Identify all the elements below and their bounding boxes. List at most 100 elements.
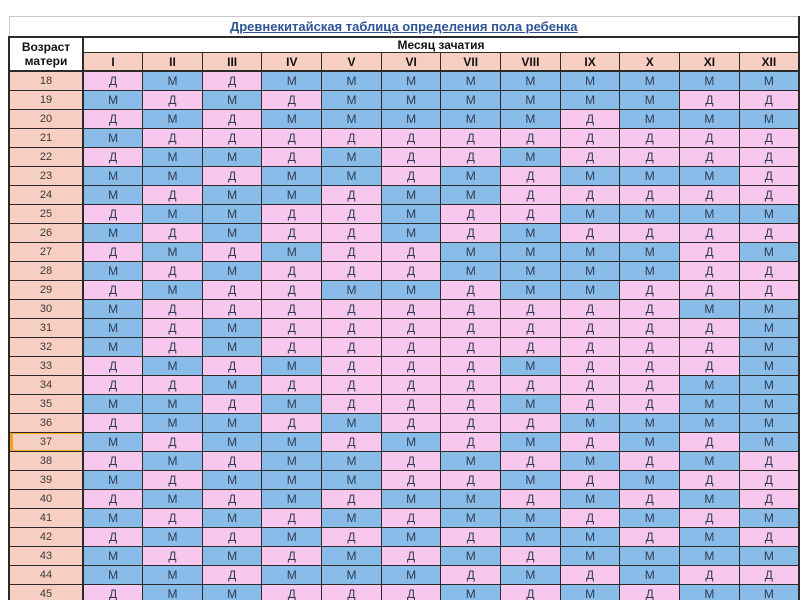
boy-cell[interactable]: М	[500, 109, 561, 129]
month-header-cell[interactable]: II	[142, 52, 203, 72]
boy-cell[interactable]: М	[201, 375, 263, 395]
boy-cell[interactable]: М	[82, 565, 144, 585]
boy-cell[interactable]: М	[82, 432, 144, 452]
age-cell[interactable]: 28	[8, 261, 84, 281]
girl-cell[interactable]: Д	[380, 413, 442, 433]
boy-cell[interactable]: М	[440, 451, 502, 471]
boy-cell[interactable]: М	[738, 356, 800, 376]
girl-cell[interactable]: Д	[142, 375, 203, 395]
boy-cell[interactable]: М	[142, 394, 203, 414]
boy-cell[interactable]: М	[201, 508, 263, 528]
girl-cell[interactable]: Д	[500, 337, 561, 357]
boy-cell[interactable]: М	[82, 508, 144, 528]
girl-cell[interactable]: Д	[321, 584, 382, 600]
girl-cell[interactable]: Д	[559, 223, 621, 243]
boy-cell[interactable]: М	[679, 70, 740, 91]
girl-cell[interactable]: Д	[321, 356, 382, 376]
boy-cell[interactable]: М	[559, 413, 621, 433]
girl-cell[interactable]: Д	[321, 337, 382, 357]
age-cell[interactable]: 43	[8, 546, 84, 566]
girl-cell[interactable]: Д	[440, 280, 502, 300]
boy-cell[interactable]: М	[201, 584, 263, 600]
girl-cell[interactable]: Д	[440, 318, 502, 338]
boy-cell[interactable]: М	[500, 508, 561, 528]
girl-cell[interactable]: Д	[559, 394, 621, 414]
girl-cell[interactable]: Д	[201, 109, 263, 129]
girl-cell[interactable]: Д	[559, 508, 621, 528]
girl-cell[interactable]: Д	[559, 337, 621, 357]
girl-cell[interactable]: Д	[679, 185, 740, 205]
girl-cell[interactable]: Д	[380, 299, 442, 319]
boy-cell[interactable]: М	[142, 489, 203, 509]
boy-cell[interactable]: М	[201, 318, 263, 338]
girl-cell[interactable]: Д	[321, 299, 382, 319]
age-cell[interactable]: 22	[8, 147, 84, 167]
boy-cell[interactable]: М	[380, 280, 442, 300]
boy-cell[interactable]: М	[559, 204, 621, 224]
girl-cell[interactable]: Д	[738, 565, 800, 585]
month-header-cell[interactable]: VII	[440, 52, 502, 72]
girl-cell[interactable]: Д	[500, 318, 561, 338]
girl-cell[interactable]: Д	[321, 242, 382, 262]
girl-cell[interactable]: Д	[82, 451, 144, 471]
girl-cell[interactable]: Д	[261, 280, 323, 300]
girl-cell[interactable]: Д	[321, 394, 382, 414]
girl-cell[interactable]: Д	[380, 242, 442, 262]
boy-cell[interactable]: М	[738, 432, 800, 452]
boy-cell[interactable]: М	[82, 128, 144, 148]
boy-cell[interactable]: М	[679, 109, 740, 129]
boy-cell[interactable]: М	[261, 565, 323, 585]
boy-cell[interactable]: М	[261, 432, 323, 452]
boy-cell[interactable]: М	[321, 508, 382, 528]
girl-cell[interactable]: Д	[440, 527, 502, 547]
girl-cell[interactable]: Д	[559, 432, 621, 452]
age-cell[interactable]: 25	[8, 204, 84, 224]
girl-cell[interactable]: Д	[619, 527, 681, 547]
girl-cell[interactable]: Д	[679, 337, 740, 357]
girl-cell[interactable]: Д	[738, 261, 800, 281]
girl-cell[interactable]: Д	[738, 470, 800, 490]
boy-cell[interactable]: М	[82, 261, 144, 281]
age-cell[interactable]: 24	[8, 185, 84, 205]
girl-cell[interactable]: Д	[679, 261, 740, 281]
girl-cell[interactable]: Д	[321, 128, 382, 148]
girl-cell[interactable]: Д	[321, 489, 382, 509]
boy-cell[interactable]: М	[201, 223, 263, 243]
girl-cell[interactable]: Д	[679, 280, 740, 300]
age-cell[interactable]: 35	[8, 394, 84, 414]
girl-cell[interactable]: Д	[142, 90, 203, 110]
girl-cell[interactable]: Д	[82, 109, 144, 129]
girl-cell[interactable]: Д	[380, 470, 442, 490]
girl-cell[interactable]: Д	[201, 527, 263, 547]
girl-cell[interactable]: Д	[738, 527, 800, 547]
age-cell[interactable]: 21	[8, 128, 84, 148]
boy-cell[interactable]: М	[201, 413, 263, 433]
boy-cell[interactable]: М	[440, 546, 502, 566]
girl-cell[interactable]: Д	[738, 451, 800, 471]
boy-cell[interactable]: М	[142, 413, 203, 433]
girl-cell[interactable]: Д	[738, 280, 800, 300]
boy-cell[interactable]: М	[380, 223, 442, 243]
girl-cell[interactable]: Д	[82, 356, 144, 376]
girl-cell[interactable]: Д	[679, 90, 740, 110]
boy-cell[interactable]: М	[261, 109, 323, 129]
girl-cell[interactable]: Д	[559, 356, 621, 376]
girl-cell[interactable]: Д	[380, 166, 442, 186]
boy-cell[interactable]: М	[679, 489, 740, 509]
girl-cell[interactable]: Д	[321, 261, 382, 281]
boy-cell[interactable]: М	[440, 584, 502, 600]
girl-cell[interactable]: Д	[380, 546, 442, 566]
girl-cell[interactable]: Д	[380, 128, 442, 148]
boy-cell[interactable]: М	[321, 166, 382, 186]
girl-cell[interactable]: Д	[440, 223, 502, 243]
month-header-cell[interactable]: I	[82, 52, 144, 72]
boy-cell[interactable]: М	[142, 584, 203, 600]
boy-cell[interactable]: М	[321, 565, 382, 585]
girl-cell[interactable]: Д	[440, 356, 502, 376]
boy-cell[interactable]: М	[738, 394, 800, 414]
girl-cell[interactable]: Д	[679, 470, 740, 490]
girl-cell[interactable]: Д	[321, 318, 382, 338]
age-cell[interactable]: 33	[8, 356, 84, 376]
boy-cell[interactable]: М	[380, 109, 442, 129]
age-cell[interactable]: 44	[8, 565, 84, 585]
